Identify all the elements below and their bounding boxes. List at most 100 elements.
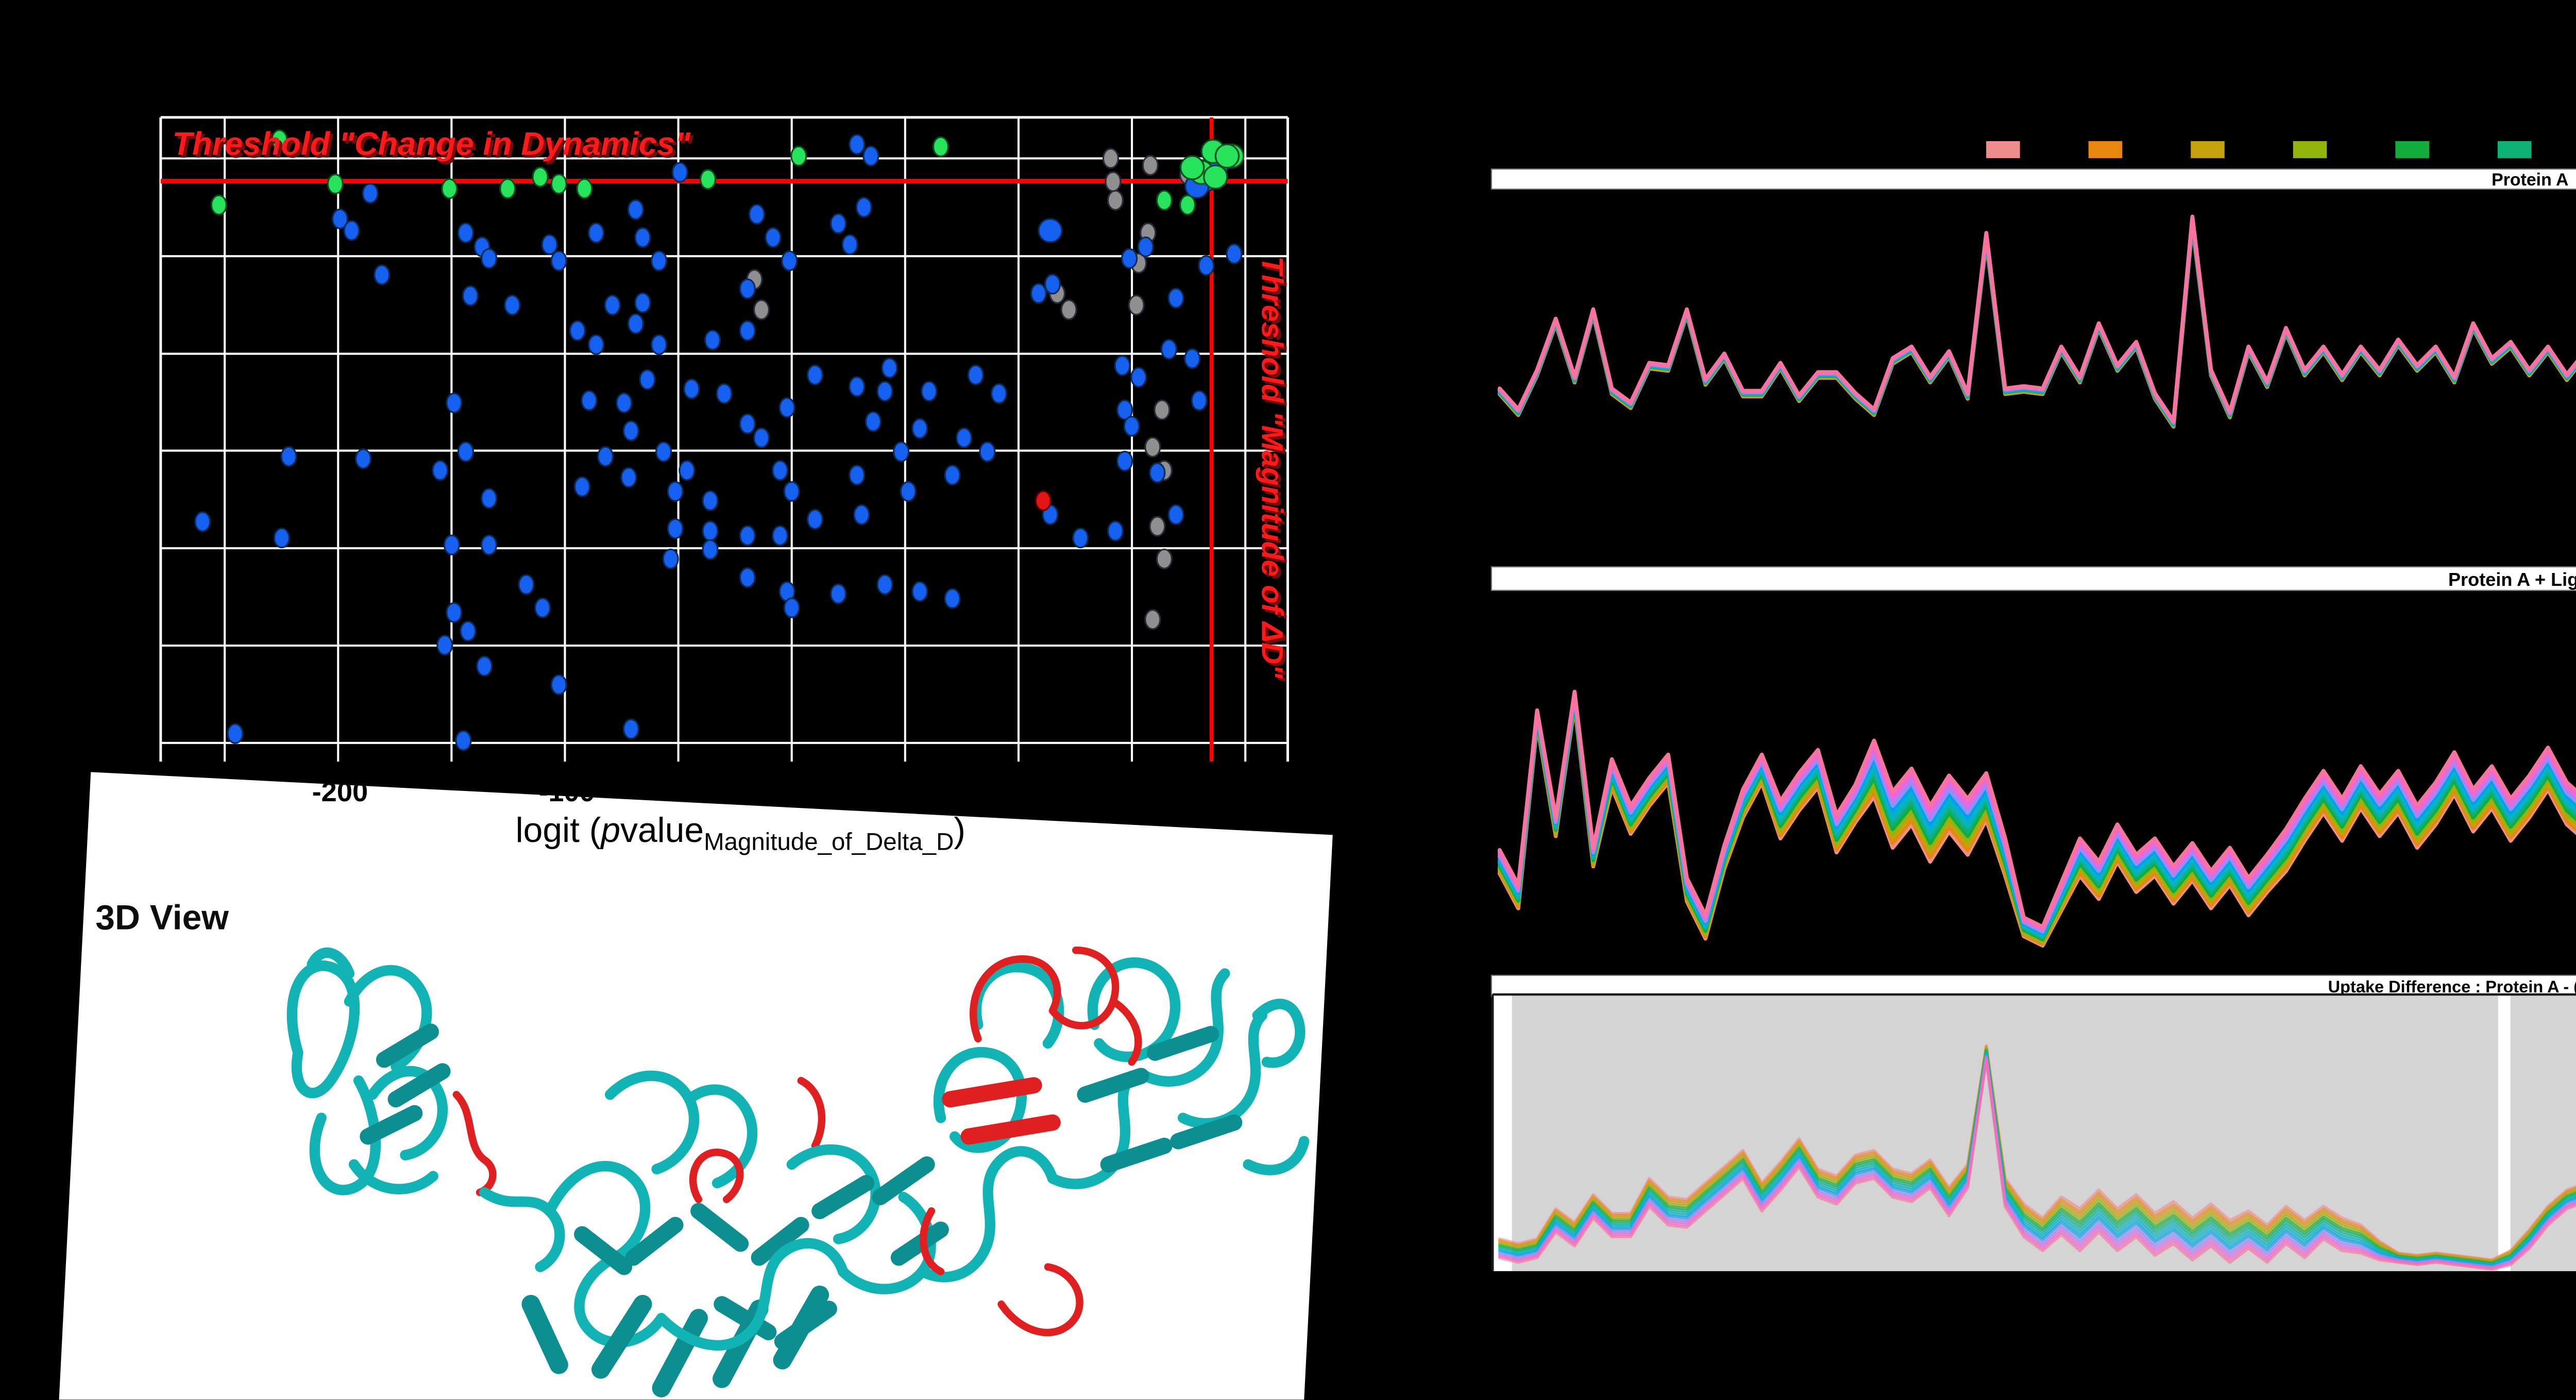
scatter-point bbox=[476, 655, 493, 677]
scatter-point bbox=[1102, 148, 1119, 169]
scatter-point bbox=[655, 441, 672, 462]
scatter-point bbox=[671, 162, 688, 183]
scatter-point bbox=[1144, 436, 1161, 458]
scatter-point bbox=[532, 166, 549, 188]
uptake-series-line bbox=[1497, 217, 2576, 425]
scatter-point bbox=[778, 397, 795, 418]
scatter-point bbox=[739, 525, 756, 546]
scatter-point bbox=[576, 178, 593, 199]
scatter-point bbox=[499, 178, 516, 199]
uptake-series-line bbox=[1497, 689, 2576, 929]
scatter-point bbox=[1179, 194, 1196, 215]
threshold-magnitude-label: Threshold "Magnitude of ΔD" bbox=[1256, 256, 1289, 679]
scatter-point bbox=[436, 634, 453, 656]
scatter-point bbox=[1038, 218, 1063, 243]
scatter-point bbox=[271, 129, 288, 150]
scatter-point bbox=[944, 588, 961, 609]
scatter-point bbox=[604, 294, 621, 316]
scatter-point bbox=[853, 504, 870, 525]
scatter-point bbox=[944, 464, 961, 486]
uptake-series-line bbox=[1497, 222, 2576, 428]
title-strip-2 bbox=[1490, 566, 2576, 591]
scatter-point bbox=[765, 227, 782, 248]
legend-swatch bbox=[2088, 141, 2123, 158]
scatter-point bbox=[1060, 299, 1077, 321]
protein-ribbon bbox=[286, 946, 1310, 1397]
volcano-xtick-100: -100 bbox=[539, 777, 595, 807]
uptake-chart-protein-a-ligand[interactable] bbox=[1497, 666, 2576, 950]
scatter-point bbox=[772, 460, 789, 481]
scatter-point bbox=[830, 583, 847, 604]
scatter-point bbox=[662, 548, 679, 569]
scatter-point bbox=[739, 320, 756, 341]
scatter-point bbox=[1137, 236, 1154, 258]
scatter-point bbox=[956, 427, 973, 448]
scatter-point bbox=[622, 420, 639, 442]
volcano-plot[interactable]: Threshold "Change in Dynamics" Threshold… bbox=[159, 116, 1292, 762]
volcano-plot-area[interactable] bbox=[160, 117, 1288, 762]
uptake-difference-chart[interactable] bbox=[1498, 1044, 2576, 1271]
timepoint-legend bbox=[1986, 141, 2532, 158]
scatter-point bbox=[541, 234, 558, 255]
3d-view-title: 3D View bbox=[95, 898, 229, 937]
scatter-point bbox=[783, 481, 800, 502]
scatter-point bbox=[455, 730, 472, 751]
scatter-point bbox=[1030, 283, 1047, 304]
scatter-point bbox=[849, 376, 866, 397]
scatter-point bbox=[457, 222, 474, 244]
scatter-point bbox=[280, 446, 297, 467]
scatter-point bbox=[702, 490, 719, 511]
scatter-point bbox=[1142, 155, 1159, 176]
scatter-point bbox=[699, 168, 717, 190]
scatter-point bbox=[569, 320, 586, 341]
threshold-magnitude-label-shadow: Threshold "Magnitude of ΔD" bbox=[1258, 259, 1292, 682]
scatter-point bbox=[881, 358, 898, 379]
scatter-point bbox=[849, 464, 866, 486]
uptake-series-line bbox=[1497, 219, 2576, 426]
scatter-point bbox=[273, 527, 290, 549]
3d-view-panel[interactable]: -200 -100 logit (pvalueMagnitude_of_Delt… bbox=[56, 772, 1333, 1400]
scatter-point bbox=[1116, 450, 1133, 472]
uptake-chart-protein-a[interactable] bbox=[1497, 214, 2576, 442]
scatter-point bbox=[716, 383, 733, 404]
scatter-point bbox=[704, 329, 721, 351]
uptake-series-line bbox=[1497, 223, 2576, 428]
uptake-series-line bbox=[1498, 1058, 2576, 1271]
scatter-point bbox=[343, 220, 360, 241]
scatter-point bbox=[849, 134, 866, 155]
scatter-point bbox=[210, 194, 227, 215]
scatter-point bbox=[355, 448, 372, 469]
scatter-point bbox=[620, 467, 637, 488]
scatter-point bbox=[446, 392, 463, 414]
scatter-point bbox=[651, 334, 668, 356]
scatter-point bbox=[1044, 274, 1061, 295]
scatter-point bbox=[876, 381, 893, 402]
scatter-point bbox=[622, 718, 639, 739]
scatter-point bbox=[781, 250, 798, 272]
scatter-point bbox=[1156, 190, 1173, 211]
scatter-point bbox=[783, 597, 800, 618]
scatter-point bbox=[481, 534, 498, 555]
scatter-point bbox=[1107, 190, 1124, 211]
scatter-point bbox=[1203, 164, 1228, 190]
scatter-point bbox=[651, 250, 668, 272]
scatter-point bbox=[327, 173, 344, 195]
scatter-point bbox=[634, 292, 651, 313]
scatter-point bbox=[1160, 339, 1177, 360]
scatter-point bbox=[683, 378, 700, 399]
scatter-point bbox=[627, 199, 644, 220]
threshold-dynamics-label: Threshold "Change in Dynamics" bbox=[172, 126, 691, 162]
scatter-point bbox=[967, 364, 984, 385]
scatter-point bbox=[639, 369, 656, 390]
scatter-point bbox=[753, 299, 770, 321]
scatter-point bbox=[441, 178, 458, 199]
scatter-point bbox=[841, 234, 858, 255]
uptake-series-line bbox=[1497, 222, 2576, 428]
scatter-point bbox=[588, 334, 605, 356]
scatter-point bbox=[1149, 516, 1166, 537]
scatter-point bbox=[1149, 462, 1166, 483]
scatter-point bbox=[893, 441, 910, 462]
uptake-series-line bbox=[1497, 218, 2576, 426]
scatter-point bbox=[855, 197, 872, 218]
legend-swatch bbox=[2293, 141, 2327, 158]
